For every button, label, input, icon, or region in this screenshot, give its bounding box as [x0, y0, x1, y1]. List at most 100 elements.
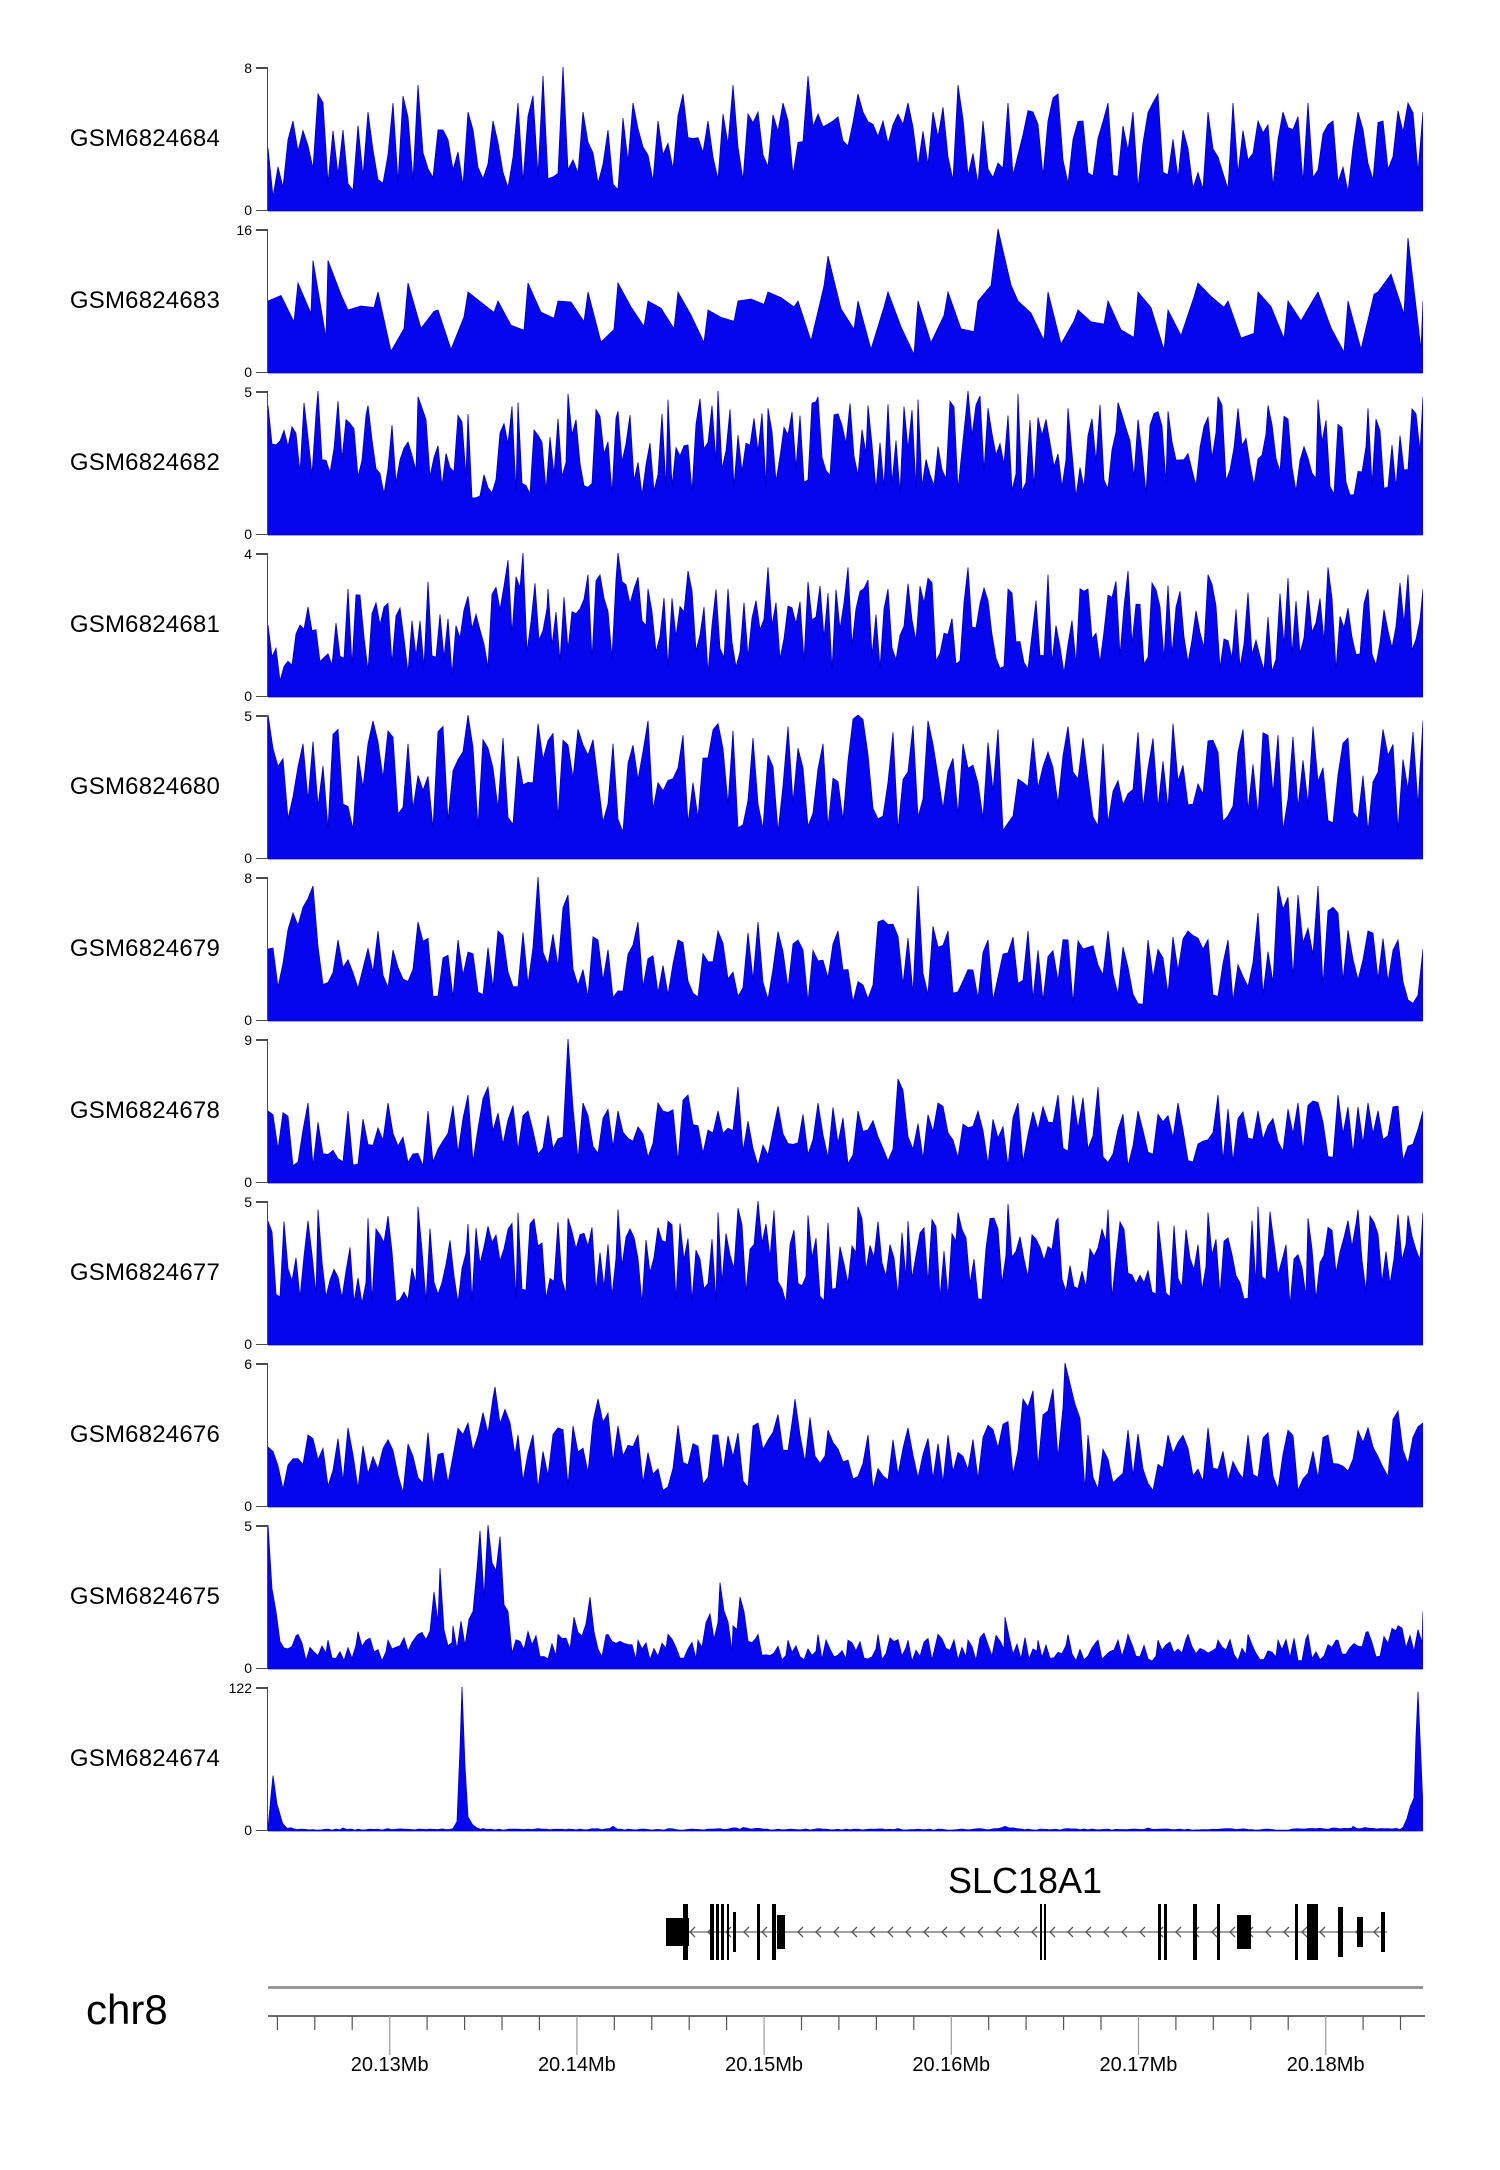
signal-track-row: GSM6824674 122 0	[0, 1681, 1500, 1837]
signal-track-row: GSM6824680 5 0	[0, 709, 1500, 865]
axis-tick-label: 20.16Mb	[912, 2054, 991, 2076]
track-ymax-label: 4	[244, 546, 252, 562]
track-label: GSM6824684	[69, 125, 220, 152]
track-ymax-label: 5	[244, 1518, 252, 1534]
yaxis-line	[267, 1687, 269, 1831]
yaxis-top-tick	[256, 1039, 267, 1041]
track-ymin-label: 0	[244, 1660, 252, 1676]
yaxis-top-tick	[256, 553, 267, 555]
coverage-area-plot	[268, 1201, 1423, 1346]
genome-axis	[268, 2015, 1425, 2055]
yaxis-bottom-tick	[256, 1667, 267, 1669]
gene-name-label: SLC18A1	[947, 1860, 1103, 1901]
coverage-area-plot	[268, 67, 1423, 212]
track-ymin-label: 0	[244, 1012, 252, 1028]
track-label: GSM6824680	[69, 773, 220, 800]
yaxis-top-tick	[256, 1201, 267, 1203]
track-ymax-label: 5	[244, 1194, 252, 1210]
gene-model-drawing	[666, 1904, 1387, 1960]
signal-track-row: GSM6824681 4 0	[0, 547, 1500, 703]
yaxis-top-tick	[256, 1687, 267, 1689]
signal-track-row: GSM6824682 5 0	[0, 385, 1500, 541]
axis-tick-label: 20.13Mb	[350, 2054, 429, 2076]
track-ymax-label: 8	[244, 870, 252, 886]
coverage-area-plot	[268, 553, 1423, 698]
coverage-area-plot	[268, 715, 1423, 860]
yaxis-bottom-tick	[256, 1829, 267, 1831]
coverage-area-plot	[268, 229, 1423, 374]
track-label: GSM6824679	[69, 935, 220, 962]
coverage-area-plot	[268, 1687, 1423, 1832]
signal-track-row: GSM6824679 8 0	[0, 871, 1500, 1027]
signal-track-row: GSM6824676 6 0	[0, 1357, 1500, 1513]
yaxis-line	[267, 1201, 269, 1345]
yaxis-bottom-tick	[256, 695, 267, 697]
yaxis-top-tick	[256, 1525, 267, 1527]
yaxis-line	[267, 553, 269, 697]
yaxis-top-tick	[256, 391, 267, 393]
track-label: GSM6824677	[69, 1259, 220, 1286]
yaxis-top-tick	[256, 229, 267, 231]
track-ymax-label: 122	[228, 1680, 252, 1696]
yaxis-line	[267, 1039, 269, 1183]
track-label: GSM6824674	[69, 1745, 220, 1772]
coverage-area-plot	[268, 1039, 1423, 1184]
signal-track-row: GSM6824675 5 0	[0, 1519, 1500, 1675]
signal-track-row: GSM6824677 5 0	[0, 1195, 1500, 1351]
track-ymin-label: 0	[244, 688, 252, 704]
yaxis-bottom-tick	[256, 1019, 267, 1021]
yaxis-line	[267, 877, 269, 1021]
axis-top-rule	[268, 1986, 1423, 1989]
track-ymax-label: 5	[244, 384, 252, 400]
track-ymin-label: 0	[244, 1822, 252, 1838]
track-ymin-label: 0	[244, 850, 252, 866]
coverage-area-plot	[268, 1363, 1423, 1508]
track-ymax-label: 16	[236, 222, 252, 238]
axis-tick-label: 20.14Mb	[537, 2054, 616, 2076]
track-label: GSM6824682	[69, 449, 220, 476]
yaxis-bottom-tick	[256, 857, 267, 859]
signal-track-row: GSM6824684 8 0	[0, 61, 1500, 217]
yaxis-bottom-tick	[256, 1181, 267, 1183]
yaxis-line	[267, 229, 269, 373]
signal-track-row: GSM6824683 16 0	[0, 223, 1500, 379]
track-ymin-label: 0	[244, 526, 252, 542]
yaxis-line	[267, 391, 269, 535]
yaxis-line	[267, 67, 269, 211]
coverage-area-plot	[268, 877, 1423, 1022]
track-ymin-label: 0	[244, 364, 252, 380]
yaxis-bottom-tick	[256, 1505, 267, 1507]
track-ymin-label: 0	[244, 1498, 252, 1514]
track-label: GSM6824675	[69, 1583, 220, 1610]
yaxis-top-tick	[256, 67, 267, 69]
track-ymin-label: 0	[244, 202, 252, 218]
yaxis-bottom-tick	[256, 209, 267, 211]
yaxis-bottom-tick	[256, 1343, 267, 1345]
yaxis-line	[267, 1363, 269, 1507]
yaxis-top-tick	[256, 715, 267, 717]
track-label: GSM6824676	[69, 1421, 220, 1448]
axis-tick-label: 20.17Mb	[1099, 2054, 1178, 2076]
yaxis-top-tick	[256, 877, 267, 879]
track-ymax-label: 5	[244, 708, 252, 724]
axis-tick-label: 20.15Mb	[725, 2054, 803, 2076]
signal-track-row: GSM6824678 9 0	[0, 1033, 1500, 1189]
yaxis-bottom-tick	[256, 371, 267, 373]
track-label: GSM6824678	[69, 1097, 220, 1124]
yaxis-line	[267, 715, 269, 859]
axis-tick-label: 20.18Mb	[1286, 2054, 1365, 2076]
chromosome-label: chr8	[86, 1986, 168, 2033]
track-label: GSM6824681	[69, 611, 220, 638]
track-ymin-label: 0	[244, 1174, 252, 1190]
track-ymax-label: 9	[244, 1032, 252, 1048]
track-ymin-label: 0	[244, 1336, 252, 1352]
coverage-area-plot	[268, 391, 1423, 536]
yaxis-top-tick	[256, 1363, 267, 1365]
coverage-area-plot	[268, 1525, 1423, 1670]
track-ymax-label: 6	[244, 1356, 252, 1372]
yaxis-line	[267, 1525, 269, 1669]
yaxis-bottom-tick	[256, 533, 267, 535]
track-ymax-label: 8	[244, 60, 252, 76]
track-label: GSM6824683	[69, 287, 220, 314]
